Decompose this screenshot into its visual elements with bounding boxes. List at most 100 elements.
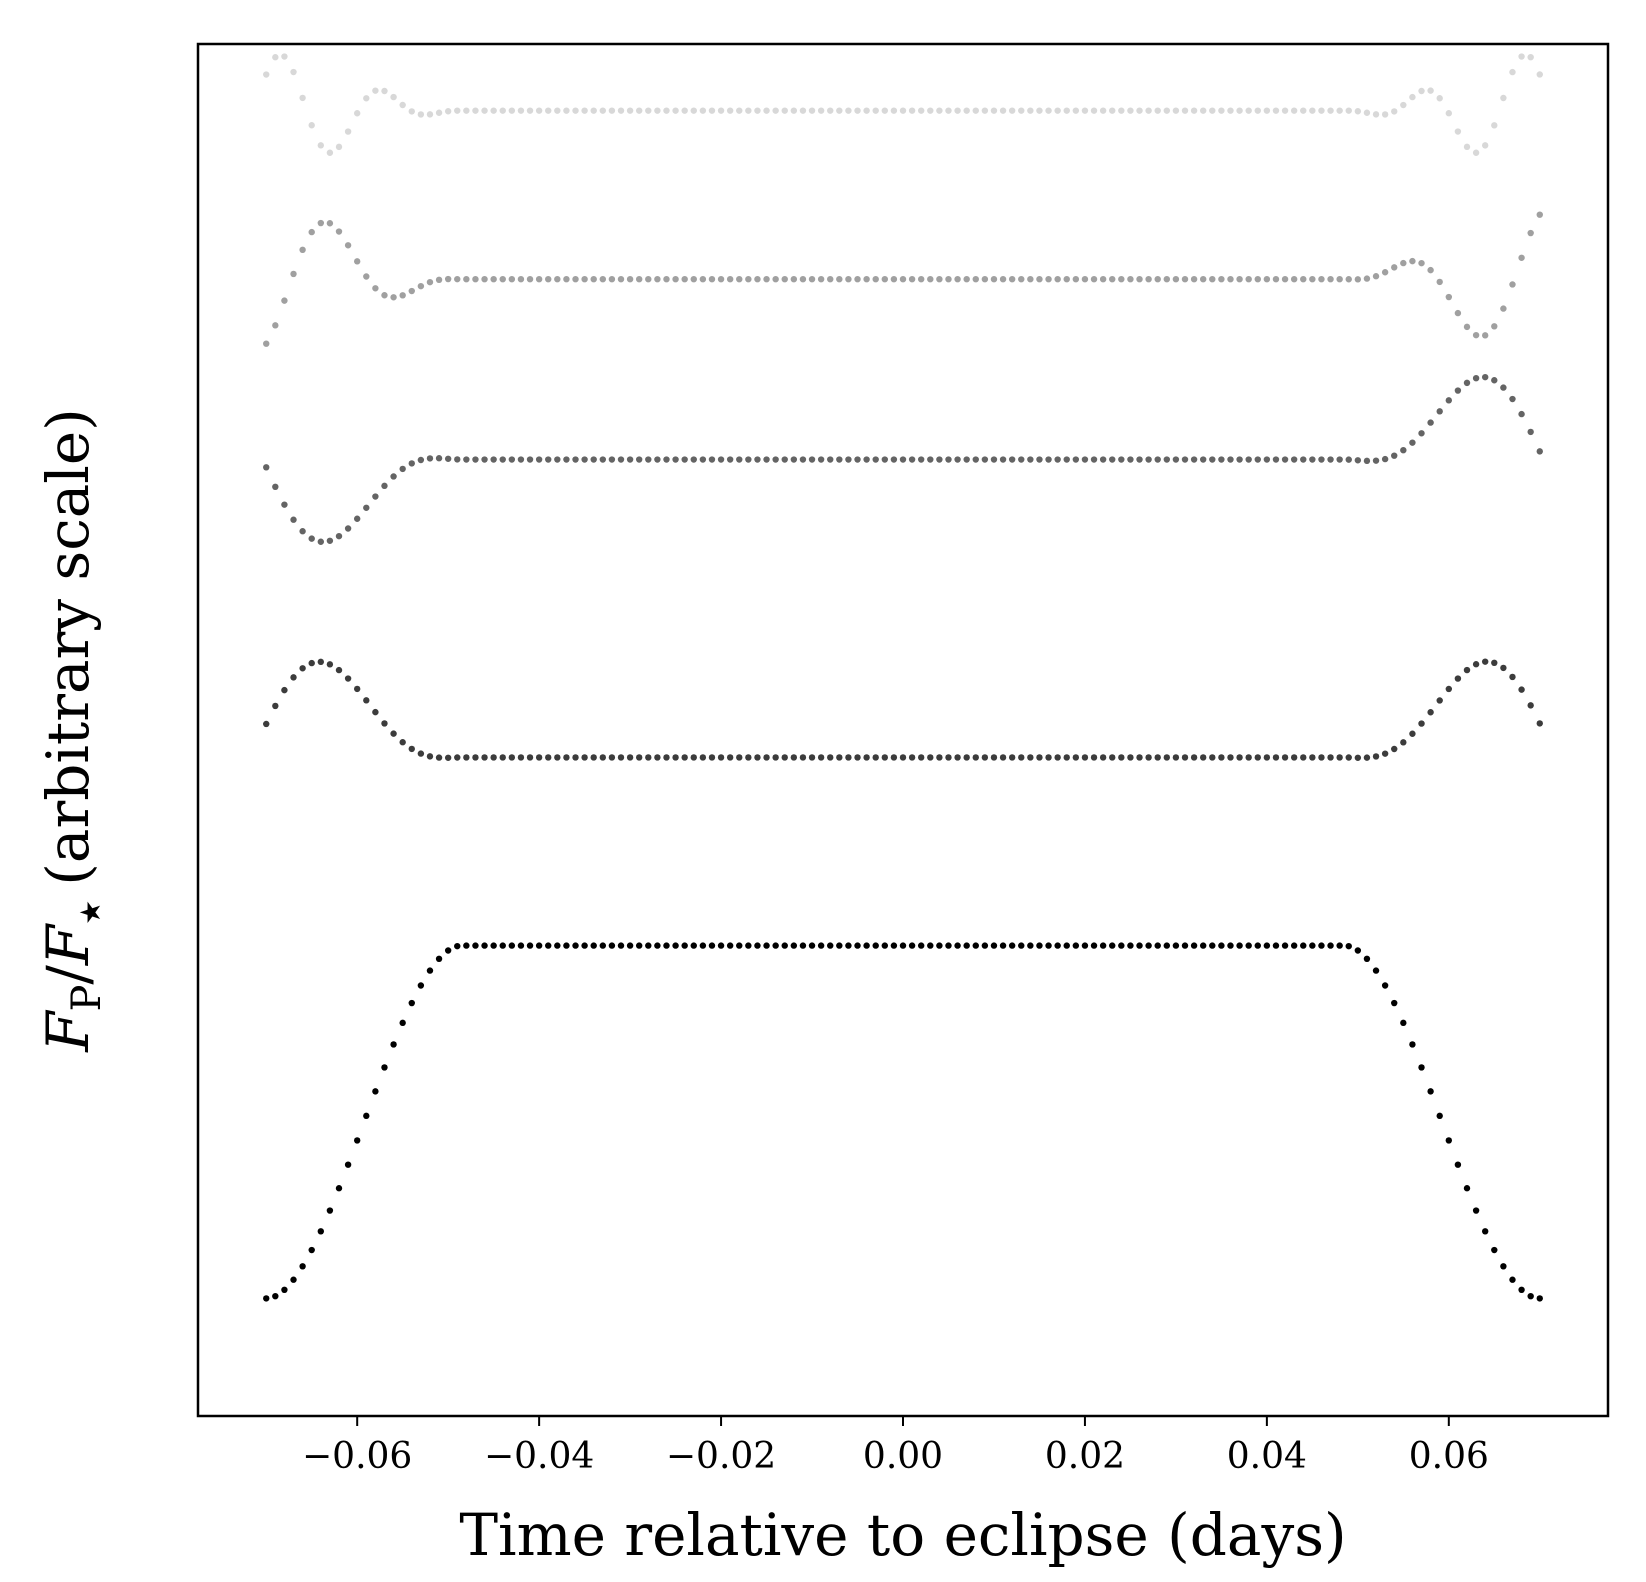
data-point — [899, 276, 907, 283]
series-2 — [263, 373, 1543, 545]
data-point — [654, 754, 661, 761]
data-point — [1309, 456, 1316, 463]
data-point — [736, 456, 743, 463]
data-point — [963, 276, 970, 283]
data-point — [372, 285, 379, 292]
data-point — [563, 754, 570, 761]
data-point — [417, 111, 425, 118]
data-point — [1027, 942, 1034, 949]
data-point — [1172, 942, 1180, 949]
data-point — [854, 456, 861, 463]
data-point — [635, 754, 643, 761]
data-point — [1281, 942, 1289, 949]
data-point — [754, 456, 761, 463]
data-point — [872, 107, 879, 114]
data-point — [1409, 730, 1416, 737]
data-point — [972, 456, 979, 463]
data-point — [1481, 142, 1489, 149]
data-point — [872, 276, 879, 283]
data-point — [1509, 395, 1516, 403]
data-point — [1045, 942, 1052, 949]
data-point — [463, 276, 470, 283]
data-point — [1227, 107, 1234, 114]
data-point — [326, 149, 334, 156]
data-point — [454, 275, 461, 283]
data-point — [1109, 456, 1116, 463]
data-point — [717, 942, 725, 949]
data-point — [626, 942, 634, 949]
data-point — [1163, 107, 1171, 114]
data-point — [881, 754, 889, 761]
data-point — [845, 754, 852, 761]
data-point — [1409, 257, 1416, 265]
y-label-flux-star: F — [34, 923, 102, 966]
data-point — [635, 107, 643, 114]
data-point — [1254, 456, 1261, 463]
data-point — [990, 107, 998, 114]
data-point — [1309, 107, 1316, 114]
data-point — [1081, 456, 1089, 463]
data-point — [272, 54, 279, 61]
data-point — [1345, 276, 1352, 283]
data-point — [690, 107, 697, 114]
data-point — [617, 942, 625, 949]
data-point — [817, 456, 825, 463]
data-point — [435, 276, 443, 284]
data-point — [1272, 107, 1280, 114]
data-point — [1109, 276, 1116, 283]
data-point — [435, 955, 443, 962]
data-point — [490, 942, 497, 949]
data-point — [1391, 108, 1398, 115]
data-point — [1463, 379, 1471, 387]
data-point — [1381, 982, 1389, 989]
data-point — [417, 456, 425, 464]
data-point — [1145, 456, 1152, 463]
data-point — [1381, 750, 1389, 757]
data-point — [554, 276, 561, 283]
data-point — [645, 942, 652, 949]
data-point — [535, 276, 543, 283]
data-point — [1090, 276, 1098, 283]
data-point — [1090, 754, 1098, 761]
data-point — [1354, 947, 1362, 954]
data-point — [699, 107, 707, 114]
data-point — [745, 276, 752, 283]
data-point — [772, 754, 779, 761]
data-point — [754, 107, 761, 114]
data-point — [526, 754, 534, 761]
data-point — [1072, 754, 1080, 761]
data-point — [808, 456, 816, 463]
data-point — [363, 504, 370, 511]
data-point — [990, 942, 998, 949]
data-point — [1536, 448, 1543, 455]
data-point — [1018, 754, 1025, 761]
data-point — [1300, 942, 1307, 949]
data-point — [1027, 456, 1034, 463]
data-point — [708, 276, 716, 283]
data-point — [1372, 753, 1380, 760]
data-point — [1381, 111, 1389, 118]
data-point — [1409, 1041, 1416, 1048]
y-label-star-subscript: ★ — [74, 900, 107, 925]
data-point — [1254, 276, 1261, 283]
data-point — [1090, 456, 1098, 463]
data-point — [1072, 456, 1080, 463]
data-point — [1199, 456, 1207, 463]
data-point — [326, 537, 334, 544]
data-point — [1500, 305, 1507, 312]
data-point — [917, 754, 925, 761]
data-point — [1327, 754, 1334, 761]
data-point — [890, 107, 898, 114]
data-point — [454, 942, 461, 950]
data-point — [790, 456, 798, 463]
data-point — [1145, 107, 1152, 114]
data-point — [1436, 95, 1443, 102]
data-point — [517, 276, 525, 283]
data-point — [954, 456, 961, 463]
data-point — [936, 276, 943, 283]
data-point — [1036, 754, 1043, 761]
data-point — [981, 107, 989, 114]
data-point — [1181, 942, 1189, 949]
data-point — [1281, 754, 1289, 761]
data-point — [927, 754, 934, 761]
